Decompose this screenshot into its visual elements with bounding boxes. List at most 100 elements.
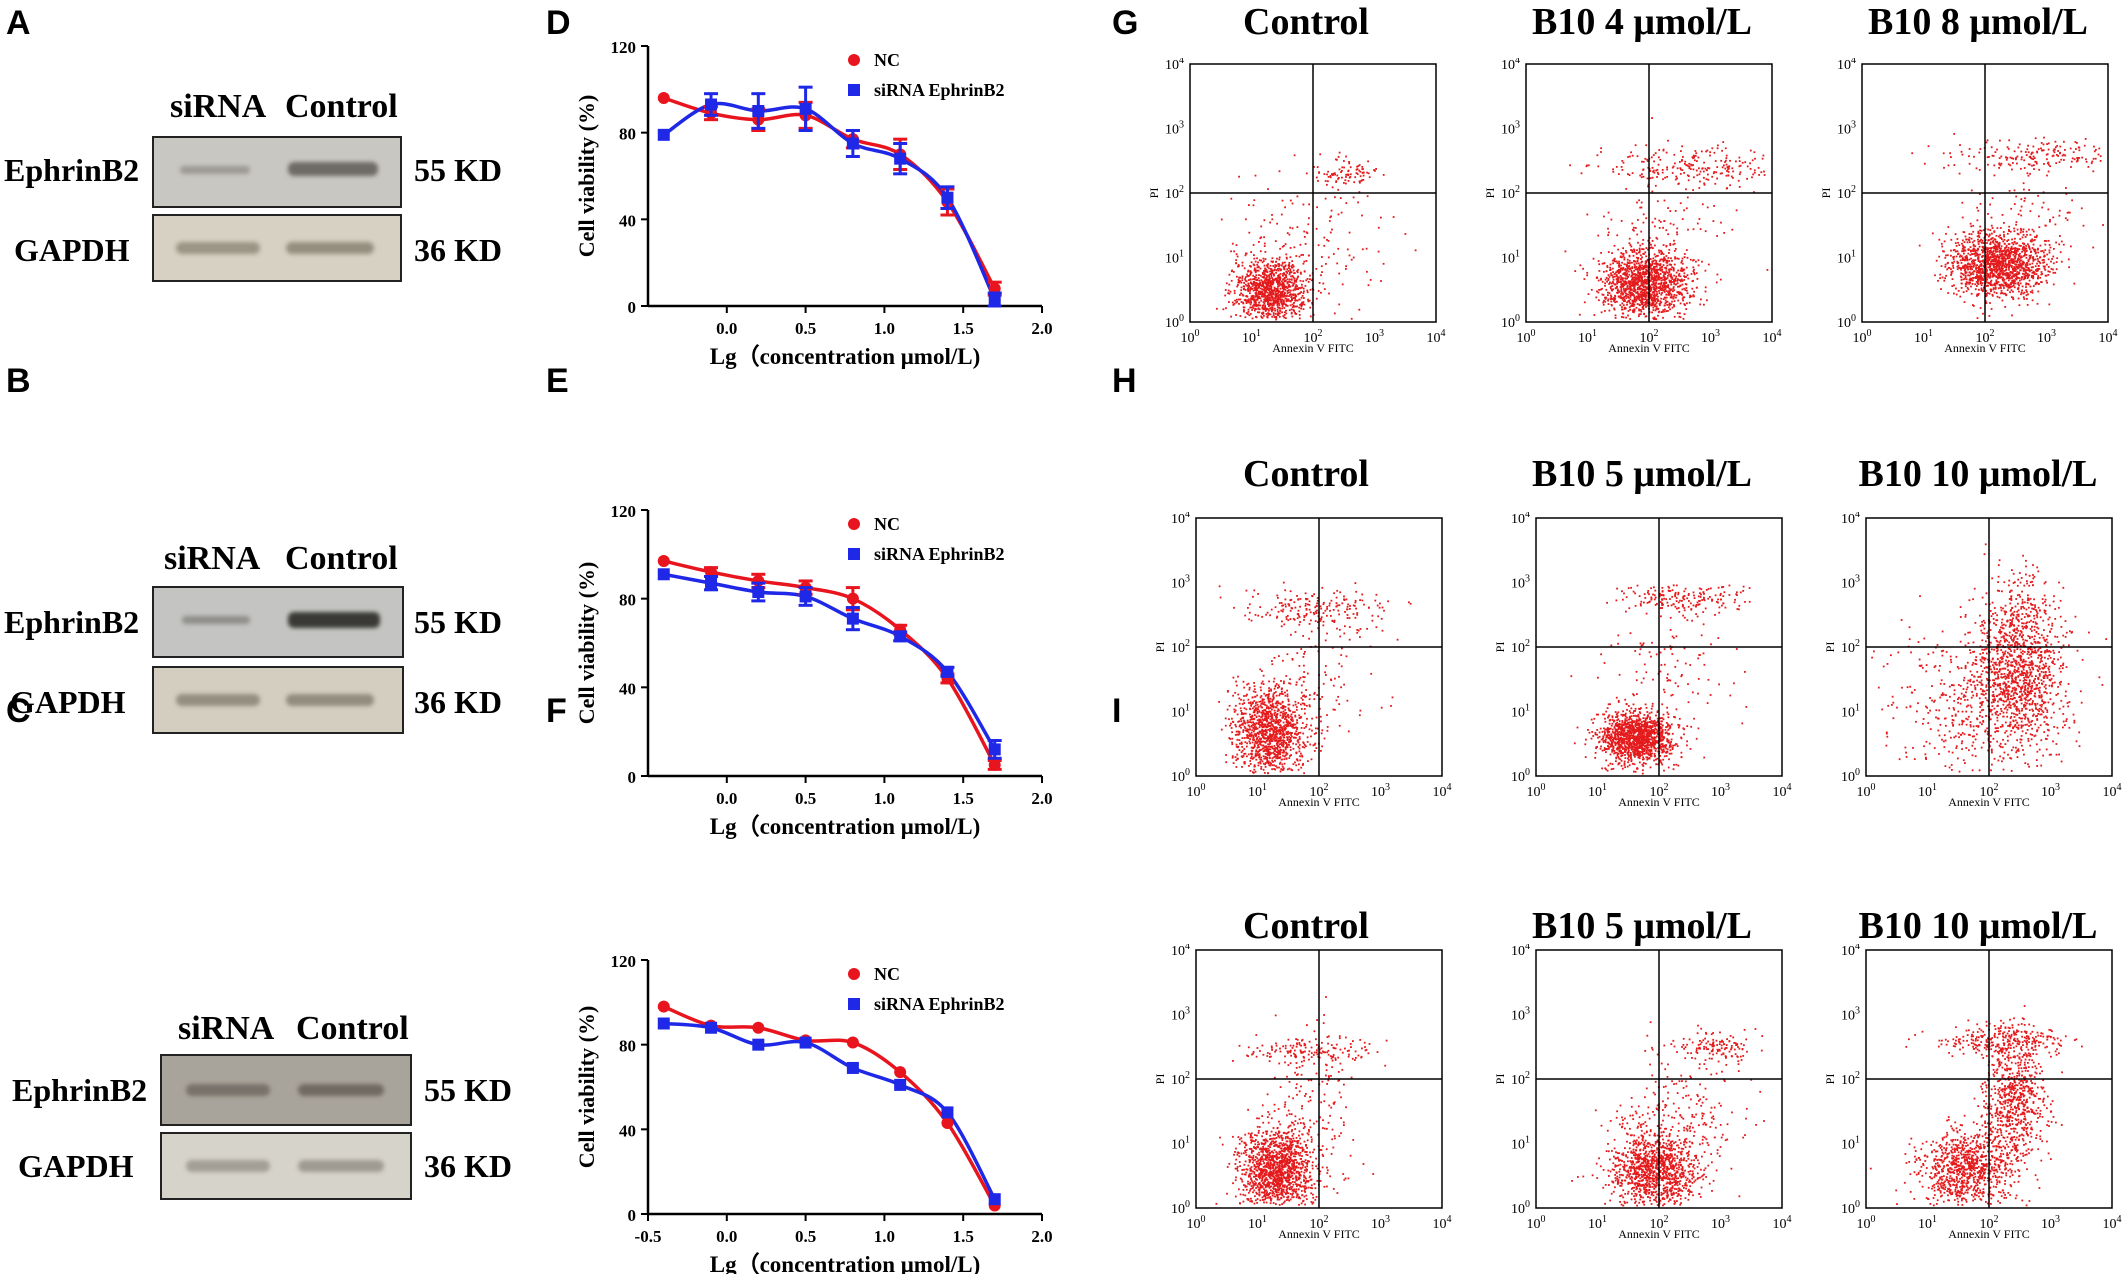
tick-label: 104: [1841, 944, 1860, 959]
panel-label-g: G: [1112, 4, 1139, 42]
flow-title: Control: [1243, 453, 1369, 495]
x-axis-label: Lg（concentration μmol/L): [710, 1251, 981, 1274]
y-tick-label: 120: [611, 952, 637, 971]
tick-label: 101: [1841, 1135, 1860, 1153]
tick-label: 100: [1517, 328, 1536, 346]
wb-header-sirna: siRNA: [164, 540, 261, 577]
data-point: [894, 630, 907, 643]
tick-label: 101: [1171, 703, 1190, 721]
data-point: [705, 577, 718, 590]
tick-label: 101: [1588, 1214, 1607, 1232]
tick-label: 102: [1501, 184, 1520, 202]
scatter-dots: [1564, 117, 1769, 321]
x-tick-label: 1.5: [953, 319, 974, 338]
tick-label: 104: [1773, 1214, 1792, 1232]
tick-label: 104: [1841, 512, 1860, 527]
tick-label: 100: [1527, 782, 1546, 800]
tick-label: 102: [1511, 1070, 1530, 1088]
tick-label: 101: [1578, 328, 1597, 346]
legend-label: NC: [874, 964, 900, 984]
data-point: [894, 1078, 907, 1091]
y-axis-label: Cell viability (%): [574, 95, 599, 258]
tick-label: 101: [1501, 249, 1520, 267]
tick-label: 104: [1501, 58, 1520, 73]
x-axis-label: Annexin V FITC: [1608, 341, 1690, 355]
tick-label: 104: [2103, 1214, 2122, 1232]
data-point: [894, 1066, 907, 1079]
data-point: [657, 128, 670, 141]
blot-gapdh-b: [152, 666, 404, 734]
tick-label: 104: [1165, 58, 1184, 73]
tick-label: 102: [1837, 184, 1856, 202]
tick-label: 102: [1171, 1070, 1190, 1088]
wb-row-gapdh: GAPDH: [14, 232, 130, 268]
tick-label: 100: [1511, 1199, 1530, 1217]
tick-label: 104: [1433, 1214, 1452, 1232]
x-tick-label: 1.5: [953, 789, 974, 808]
legend-label: siRNA EphrinB2: [874, 544, 1005, 564]
tick-label: 104: [1433, 782, 1452, 800]
wb-kd-55: 55 KD: [414, 152, 502, 188]
y-axis-label: PI: [1483, 188, 1497, 199]
legend-marker: [848, 84, 860, 96]
data-point: [657, 568, 670, 581]
tick-label: 104: [1763, 328, 1782, 346]
blot-ephrinb2-a: [152, 136, 402, 208]
x-axis-label: Annexin V FITC: [1278, 1227, 1360, 1241]
tick-label: 103: [1701, 328, 1720, 346]
wb-kd-36: 36 KD: [424, 1148, 512, 1184]
tick-label: 100: [1837, 313, 1856, 331]
y-axis-label: PI: [1147, 188, 1161, 199]
scatter-dots: [1218, 581, 1412, 775]
tick-label: 103: [1511, 574, 1530, 592]
tick-label: 101: [1918, 782, 1937, 800]
panel-label-f: F: [546, 692, 567, 730]
x-tick-label: 2.0: [1031, 789, 1052, 808]
y-tick-label: 120: [611, 502, 637, 521]
x-tick-label: 1.5: [953, 1227, 974, 1246]
wb-header-sirna: siRNA: [178, 1010, 275, 1047]
wb-header-control: Control: [285, 88, 398, 125]
tick-label: 103: [1365, 328, 1384, 346]
panel-label-i: I: [1112, 692, 1122, 730]
tick-label: 104: [1773, 782, 1792, 800]
data-point: [941, 1106, 954, 1119]
legend-marker: [848, 968, 860, 980]
viability-chart-d: 0 40 80 120 0.0 0.5 1.0 1.5 2.0 Lg（concentration …: [574, 38, 1053, 369]
flow-title: Control: [1243, 1, 1369, 43]
y-axis-label: PI: [1819, 188, 1833, 199]
data-point: [705, 1021, 718, 1034]
tick-label: 103: [2041, 782, 2060, 800]
scatter-dots: [1215, 996, 1388, 1206]
tick-label: 103: [1371, 1214, 1390, 1232]
tick-label: 103: [1501, 120, 1520, 138]
y-axis-label: PI: [1823, 1074, 1837, 1085]
x-tick-label: 0.0: [716, 789, 737, 808]
data-point: [752, 105, 765, 117]
flow-title: Control: [1243, 905, 1369, 947]
flow-title: B10 5 μmol/L: [1531, 453, 1752, 495]
panel-label-d: D: [546, 4, 571, 42]
y-axis-label: PI: [1153, 642, 1167, 653]
panel-label-c: C: [6, 692, 31, 730]
data-point: [988, 743, 1001, 756]
tick-label: 101: [1914, 328, 1933, 346]
flow-title: B10 5 μmol/L: [1531, 905, 1752, 947]
fit-curve: [663, 1004, 997, 1207]
tick-label: 100: [1171, 767, 1190, 785]
blot-gapdh-a: [152, 214, 402, 282]
tick-label: 104: [1511, 944, 1530, 959]
x-axis-label: Annexin V FITC: [1272, 341, 1354, 355]
tick-label: 100: [1857, 782, 1876, 800]
data-point: [988, 758, 1001, 771]
legend-label: NC: [874, 514, 900, 534]
tick-label: 101: [1588, 782, 1607, 800]
tick-label: 103: [1165, 120, 1184, 138]
wb-kd-55: 55 KD: [414, 604, 502, 640]
